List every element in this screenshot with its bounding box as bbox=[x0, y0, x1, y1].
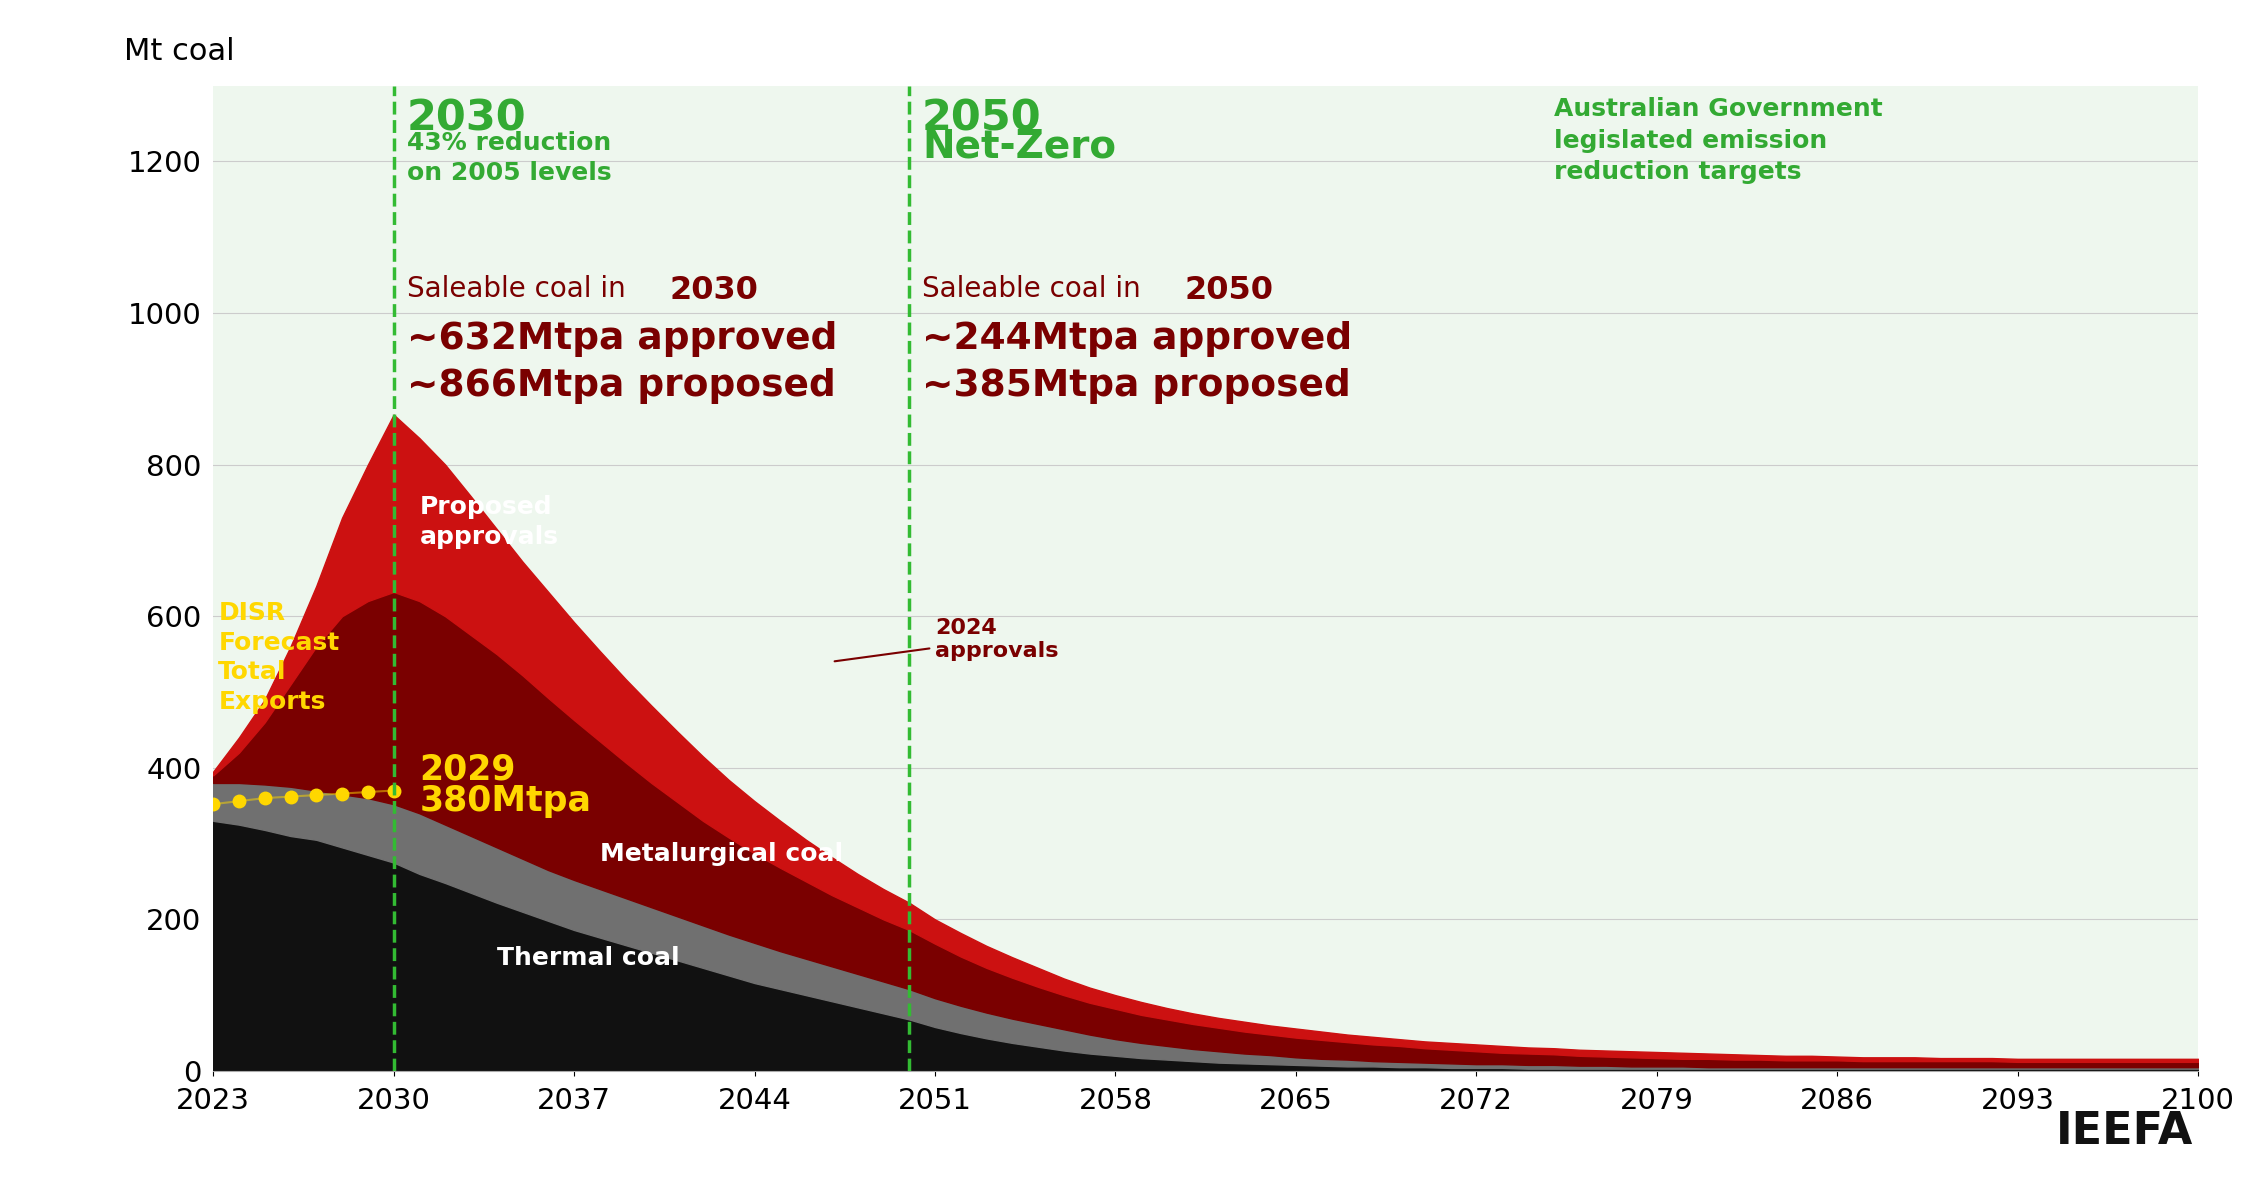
Text: 43% reduction
on 2005 levels: 43% reduction on 2005 levels bbox=[407, 131, 612, 185]
Text: 380Mtpa: 380Mtpa bbox=[418, 784, 592, 818]
Text: Mt coal: Mt coal bbox=[124, 36, 234, 66]
Text: DISR
Forecast
Total
Exports: DISR Forecast Total Exports bbox=[218, 601, 340, 714]
Text: Thermal coal: Thermal coal bbox=[497, 946, 680, 970]
Text: 2030: 2030 bbox=[670, 275, 758, 306]
Text: 2030: 2030 bbox=[407, 97, 526, 139]
Text: Australian Government
legislated emission
reduction targets: Australian Government legislated emissio… bbox=[1552, 97, 1883, 185]
Text: 2024
approvals: 2024 approvals bbox=[835, 618, 1058, 661]
Text: 2029: 2029 bbox=[418, 752, 515, 786]
Text: Metalurgical coal: Metalurgical coal bbox=[601, 842, 844, 866]
Text: Saleable coal in: Saleable coal in bbox=[407, 275, 634, 304]
Text: ~244Mtpa approved: ~244Mtpa approved bbox=[922, 320, 1352, 357]
Text: ~632Mtpa approved: ~632Mtpa approved bbox=[407, 320, 837, 357]
Text: 2050: 2050 bbox=[1186, 275, 1273, 306]
Text: ~385Mtpa proposed: ~385Mtpa proposed bbox=[922, 367, 1350, 404]
Text: Proposed
approvals: Proposed approvals bbox=[418, 496, 558, 548]
Text: ~866Mtpa proposed: ~866Mtpa proposed bbox=[407, 367, 835, 404]
Text: IEEFA: IEEFA bbox=[2056, 1110, 2194, 1153]
Text: Saleable coal in: Saleable coal in bbox=[922, 275, 1150, 304]
Text: 2050: 2050 bbox=[922, 97, 1042, 139]
Text: Net-Zero: Net-Zero bbox=[922, 127, 1116, 165]
